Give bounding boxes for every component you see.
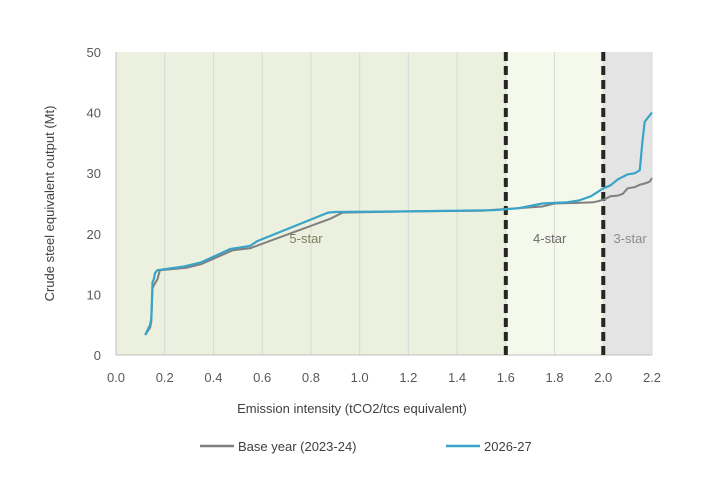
y-tick-label: 40 bbox=[87, 106, 101, 121]
zone-label-3: 3-star bbox=[613, 231, 647, 246]
x-tick-label: 0.6 bbox=[253, 370, 271, 385]
y-tick-label: 30 bbox=[87, 166, 101, 181]
zone-labels: 5-star 4-star 3-star bbox=[289, 231, 647, 246]
x-axis-title: Emission intensity (tCO2/tcs equivalent) bbox=[237, 401, 467, 416]
tick-labels: 0.0 0.2 0.4 0.6 0.8 1.0 1.2 1.4 1.6 1.8 2.0 2.2 0 10 2… bbox=[87, 45, 662, 385]
series-line-2 bbox=[144, 111, 653, 336]
x-tick-label: 0.4 bbox=[204, 370, 222, 385]
x-tick-label: 1.6 bbox=[497, 370, 515, 385]
zone-label-2: 4-star bbox=[533, 231, 567, 246]
legend-label-1: Base year (2023-24) bbox=[238, 439, 357, 454]
axes bbox=[115, 52, 652, 356]
y-axis-title: Crude steel equivalent output (Mt) bbox=[42, 106, 57, 302]
x-tick-label: 0.0 bbox=[107, 370, 125, 385]
threshold-lines bbox=[503, 52, 606, 355]
legend: Base year (2023-24) 2026-27 bbox=[200, 439, 532, 454]
zone-band-3 bbox=[603, 52, 652, 355]
x-tick-label: 1.0 bbox=[351, 370, 369, 385]
x-tick-label: 2.2 bbox=[643, 370, 661, 385]
x-tick-label: 1.2 bbox=[399, 370, 417, 385]
x-tick-label: 1.4 bbox=[448, 370, 466, 385]
y-tick-label: 50 bbox=[87, 45, 101, 60]
x-tick-label: 0.8 bbox=[302, 370, 320, 385]
y-tick-label: 10 bbox=[87, 287, 101, 302]
x-tick-label: 2.0 bbox=[594, 370, 612, 385]
series-lines bbox=[144, 111, 653, 336]
y-tick-label: 20 bbox=[87, 227, 101, 242]
x-tick-label: 0.2 bbox=[156, 370, 174, 385]
zone-label-1: 5-star bbox=[289, 231, 323, 246]
legend-label-2: 2026-27 bbox=[484, 439, 532, 454]
y-tick-label: 0 bbox=[94, 348, 101, 363]
x-tick-label: 1.8 bbox=[546, 370, 564, 385]
